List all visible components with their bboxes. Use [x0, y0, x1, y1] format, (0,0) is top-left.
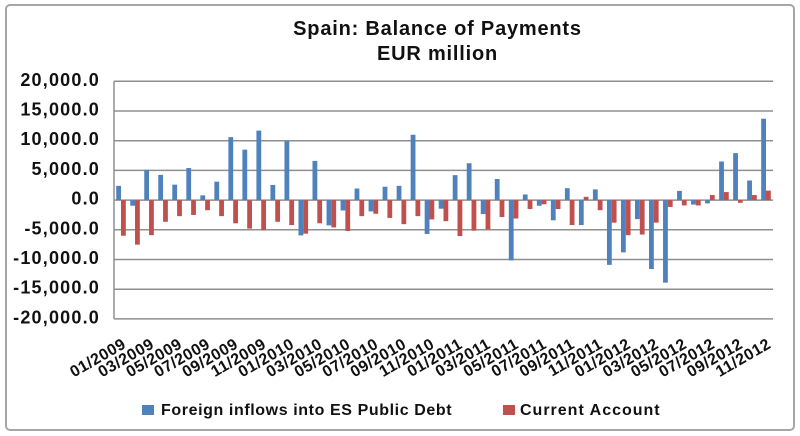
svg-text:Foreign inflows into ES Public: Foreign inflows into ES Public Debt [161, 402, 452, 419]
svg-text:0.0: 0.0 [71, 189, 100, 209]
svg-text:-20,000.0: -20,000.0 [13, 307, 100, 327]
svg-text:5,000.0: 5,000.0 [32, 159, 100, 179]
svg-text:10,000.0: 10,000.0 [20, 129, 100, 149]
svg-text:15,000.0: 15,000.0 [20, 100, 100, 120]
svg-text:20,000.0: 20,000.0 [20, 70, 100, 90]
svg-text:Current Account: Current Account [520, 402, 661, 419]
svg-text:-5,000.0: -5,000.0 [24, 218, 100, 238]
svg-text:-10,000.0: -10,000.0 [13, 248, 100, 268]
svg-text:-15,000.0: -15,000.0 [13, 278, 100, 298]
